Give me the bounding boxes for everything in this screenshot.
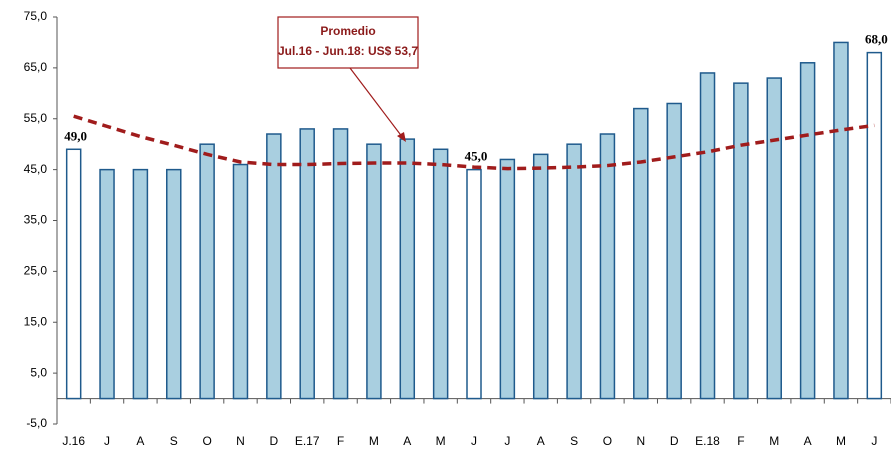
bar: [199, 143, 215, 400]
x-tick-label: N: [636, 434, 645, 448]
bar: [532, 153, 549, 400]
value-label: 68,0: [865, 32, 888, 47]
bar: [232, 163, 249, 400]
bar: [432, 148, 449, 400]
x-tick-label: M: [436, 434, 446, 448]
x-tick-label: A: [136, 434, 144, 448]
bar: [833, 41, 849, 400]
bar: [466, 168, 482, 400]
x-tick-label: M: [369, 434, 379, 448]
x-tick-label: J: [104, 434, 110, 448]
x-tick-label: O: [603, 434, 612, 448]
x-tick-label: J: [471, 434, 477, 448]
bar: [166, 168, 182, 400]
y-tick-label: 35,0: [24, 213, 48, 227]
y-tick-label: 65,0: [24, 60, 48, 74]
bar: [299, 128, 315, 400]
y-tick-label: 55,0: [24, 111, 48, 125]
bar: [666, 102, 682, 400]
x-tick-label: E.17: [295, 434, 320, 448]
annotation-text: Jul.16 - Jun.18: US$ 53,7: [278, 44, 418, 58]
annotation-arrow: [349, 67, 404, 139]
bar: [733, 82, 749, 400]
bar: [65, 148, 82, 400]
y-tick-label: 15,0: [24, 314, 48, 328]
bar: [399, 138, 416, 400]
trend-line: [73, 114, 875, 171]
bar: [699, 72, 716, 400]
x-tick-label: M: [769, 434, 779, 448]
x-tick-label: S: [570, 434, 578, 448]
value-label: 45,0: [465, 149, 488, 164]
y-tick-label: 25,0: [24, 264, 48, 278]
x-tick-label: J: [871, 434, 877, 448]
bar: [599, 133, 616, 400]
y-tick-label: 5,0: [30, 365, 47, 379]
bar: [99, 168, 115, 400]
x-tick-label: J.16: [62, 434, 85, 448]
x-tick-label: F: [737, 434, 744, 448]
bar: [332, 128, 349, 400]
x-tick-label: S: [170, 434, 178, 448]
x-tick-label: D: [670, 434, 679, 448]
annotation-box: [277, 16, 419, 69]
x-tick-label: M: [836, 434, 846, 448]
value-label: 49,0: [64, 128, 87, 143]
annotation-arrowhead: [397, 132, 406, 142]
x-tick-label: J: [504, 434, 510, 448]
bar: [366, 143, 382, 400]
y-tick-label: -5,0: [26, 416, 47, 430]
bar: [566, 143, 582, 400]
bar: [799, 62, 816, 400]
bar: [499, 158, 516, 400]
x-tick-label: E.18: [695, 434, 720, 448]
bar: [766, 77, 782, 400]
x-tick-label: O: [202, 434, 211, 448]
y-tick-label: 75,0: [24, 9, 48, 23]
bar: [266, 133, 282, 400]
bar: [132, 168, 149, 400]
x-tick-label: A: [537, 434, 545, 448]
bar: [633, 107, 649, 400]
x-tick-label: N: [236, 434, 245, 448]
x-tick-label: A: [804, 434, 812, 448]
bar: [866, 51, 883, 400]
y-tick-label: 45,0: [24, 162, 48, 176]
annotation-title: Promedio: [320, 24, 375, 38]
x-tick-label: A: [403, 434, 411, 448]
x-tick-label: D: [270, 434, 279, 448]
x-tick-label: F: [337, 434, 344, 448]
